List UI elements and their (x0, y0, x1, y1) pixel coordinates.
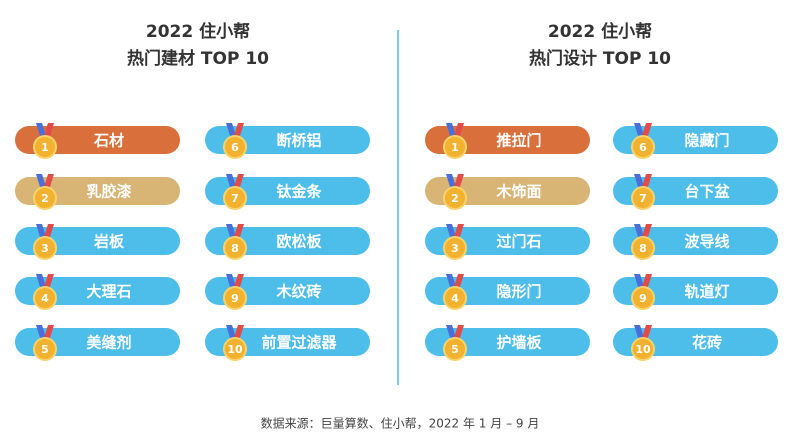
medal (443, 337, 467, 361)
medal (223, 286, 247, 310)
medal-ribbon (641, 123, 652, 139)
medal (223, 186, 247, 210)
item-label: 隐藏门 (685, 132, 730, 150)
item-label: 木饰面 (496, 183, 542, 201)
medal (33, 236, 57, 260)
panel-title: 2022 住小帮 (548, 21, 652, 42)
item-label: 波导线 (685, 233, 730, 251)
rank-number: 9 (639, 292, 647, 305)
medal (33, 286, 57, 310)
medal-ribbon (641, 224, 652, 240)
medal (631, 337, 655, 361)
medal (631, 135, 655, 159)
medal-ribbon (233, 224, 244, 240)
medal-ribbon (453, 224, 464, 240)
medal (33, 186, 57, 210)
medal-ribbon (43, 123, 54, 139)
rank-number: 5 (41, 343, 49, 356)
medal (631, 236, 655, 260)
item-label: 护墙板 (497, 334, 543, 352)
item-label: 欧松板 (277, 233, 323, 251)
rank-number: 10 (227, 343, 243, 356)
medal (33, 135, 57, 159)
item-label: 台下盆 (685, 183, 731, 201)
medal (443, 135, 467, 159)
rank-number: 4 (451, 292, 459, 305)
source-note: 数据来源：巨量算数、住小帮，2022 年 1 月 – 9 月 (261, 416, 540, 431)
medal (223, 135, 247, 159)
item-label: 木纹砖 (276, 283, 322, 301)
item-label: 花砖 (692, 334, 722, 352)
item-label: 美缝剂 (87, 334, 132, 352)
medal-ribbon (233, 325, 244, 341)
rank-number: 5 (451, 343, 459, 356)
medal-ribbon (641, 325, 652, 341)
item-label: 乳胶漆 (87, 183, 132, 201)
medal (443, 236, 467, 260)
medal (223, 236, 247, 260)
medal (443, 286, 467, 310)
rank-number: 8 (231, 242, 239, 255)
item-label: 隐形门 (497, 283, 542, 301)
medal (33, 337, 57, 361)
medal (443, 186, 467, 210)
rank-number: 1 (41, 141, 49, 154)
medal (223, 337, 247, 361)
panel-title: 2022 住小帮 (146, 21, 250, 42)
item-label: 石材 (93, 132, 124, 150)
rank-number: 6 (231, 141, 239, 154)
medal-ribbon (641, 274, 652, 290)
rank-number: 7 (639, 192, 647, 205)
medal (631, 186, 655, 210)
medal-ribbon (233, 123, 244, 139)
item-label: 前置过滤器 (262, 334, 338, 352)
medal-ribbon (453, 174, 464, 190)
medal-ribbon (453, 274, 464, 290)
medal-ribbon (43, 174, 54, 190)
medal-ribbon (43, 274, 54, 290)
rank-number: 1 (451, 141, 459, 154)
rank-number: 7 (231, 192, 239, 205)
medal-ribbon (43, 325, 54, 341)
medal (631, 286, 655, 310)
item-label: 断桥铝 (277, 132, 322, 150)
medal-ribbon (453, 325, 464, 341)
item-label: 过门石 (497, 233, 542, 251)
rank-number: 2 (451, 192, 459, 205)
item-label: 轨道灯 (685, 283, 730, 301)
item-label: 大理石 (87, 283, 132, 301)
medal-ribbon (641, 174, 652, 190)
rank-number: 8 (639, 242, 647, 255)
rank-number: 3 (41, 242, 49, 255)
rank-number: 3 (451, 242, 459, 255)
rank-number: 10 (635, 343, 651, 356)
medal-ribbon (233, 274, 244, 290)
rank-number: 2 (41, 192, 49, 205)
rank-number: 9 (231, 292, 239, 305)
medal-ribbon (43, 224, 54, 240)
item-label: 岩板 (93, 233, 125, 251)
medal-ribbon (453, 123, 464, 139)
rank-number: 4 (41, 292, 49, 305)
item-label: 推拉门 (497, 132, 542, 150)
panel-subtitle: 热门设计 TOP 10 (529, 48, 671, 69)
rank-number: 6 (639, 141, 647, 154)
medal-ribbon (233, 174, 244, 190)
item-label: 钛金条 (277, 183, 323, 201)
panel-subtitle: 热门建材 TOP 10 (127, 48, 269, 69)
